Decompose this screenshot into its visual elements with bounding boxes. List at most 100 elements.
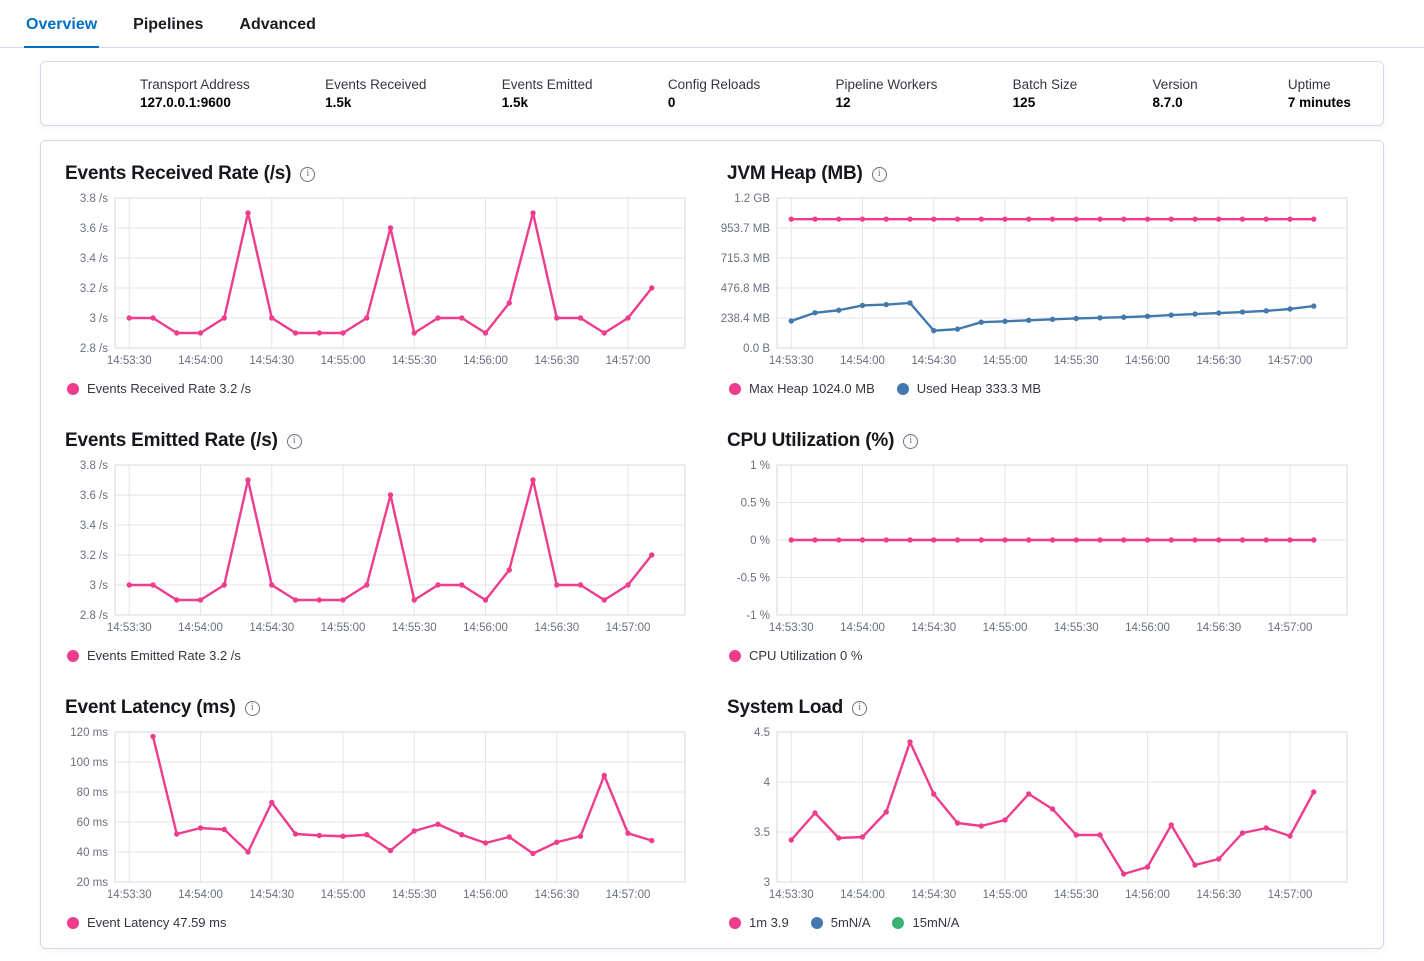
legend-dot [67,916,79,929]
chart-event-latency: Event Latency (ms) i 120 ms 100 ms 80 ms 60… [65,697,697,930]
svg-text:14:54:00: 14:54:00 [840,355,885,367]
stat-value: 7 minutes [1287,95,1351,110]
tab-advanced[interactable]: Advanced [239,16,316,33]
legend-text: Max Heap 1024.0 MB [749,381,875,396]
events-emitted-rate-plot[interactable]: 3.8 /s 3.6 /s 3.4 /s 3.2 /s 3 /s 2.8 /s14:53:… [65,460,687,640]
svg-text:14:55:00: 14:55:00 [321,622,366,634]
svg-text:3.5: 3.5 [754,827,770,839]
events-received-rate-plot[interactable]: 3.8 /s 3.6 /s 3.4 /s 3.2 /s 3 /s 2.8 /s14:53:… [65,193,687,373]
legend-item: CPU Utilization 0 % [729,648,862,663]
svg-text:3.8 /s: 3.8 /s [80,460,108,472]
svg-text:14:56:30: 14:56:30 [534,889,579,901]
svg-text:14:55:00: 14:55:00 [321,355,366,367]
svg-text:14:54:00: 14:54:00 [840,622,885,634]
svg-text:715.3 MB: 715.3 MB [721,253,771,265]
svg-text:-0.5 %: -0.5 % [737,573,770,585]
svg-text:14:53:30: 14:53:30 [769,889,814,901]
legend-item: Events Emitted Rate 3.2 /s [67,648,241,663]
svg-text:14:55:30: 14:55:30 [1054,622,1099,634]
svg-text:4.5: 4.5 [754,727,770,739]
svg-text:14:56:30: 14:56:30 [1196,622,1241,634]
info-icon[interactable]: i [903,433,919,449]
svg-text:14:56:00: 14:56:00 [1125,889,1170,901]
chart-jvm-heap: JVM Heap (MB) i 1.2 GB 953.7 MB 715.3 MB 47… [721,163,1359,396]
svg-text:14:55:30: 14:55:30 [392,355,437,367]
svg-text:0 %: 0 % [750,535,770,547]
legend-dot [729,382,741,395]
chart-legend: Events Emitted Rate 3.2 /s [65,648,697,663]
chart-legend: CPU Utilization 0 % [727,648,1359,663]
chart-title: JVM Heap (MB) i [727,163,1359,185]
info-icon[interactable]: i [852,700,868,716]
system-load-plot[interactable]: 4.5 4 3.5 314:53:30 14:54:00 14:54:30 14:55:00… [727,727,1349,907]
svg-text:40 ms: 40 ms [77,847,109,859]
svg-text:1.2 GB: 1.2 GB [734,193,770,205]
legend-item: Max Heap 1024.0 MB [729,381,875,396]
chart-title: System Load i [727,697,1359,719]
legend-item: Events Received Rate 3.2 /s [67,381,251,396]
svg-text:4: 4 [764,777,771,789]
chart-title: Event Latency (ms) i [65,697,697,719]
svg-text:476.8 MB: 476.8 MB [721,283,771,295]
legend-dot [729,916,741,929]
stat-config-reloads: Config Reloads 0 [668,77,760,110]
info-icon[interactable]: i [871,166,887,182]
chart-title-text: System Load [727,697,844,718]
chart-legend: Event Latency 47.59 ms [65,915,697,930]
stat-label: Version [1152,77,1198,92]
svg-text:20 ms: 20 ms [77,877,109,889]
legend-dot [67,382,79,395]
info-icon[interactable]: i [300,166,316,182]
svg-text:14:54:30: 14:54:30 [911,889,956,901]
svg-text:14:55:30: 14:55:30 [1054,889,1099,901]
info-icon[interactable]: i [286,433,302,449]
svg-text:-1 %: -1 % [746,610,770,622]
chart-title: Events Emitted Rate (/s) i [65,430,697,452]
svg-text:14:56:00: 14:56:00 [463,355,508,367]
event-latency-plot[interactable]: 120 ms 100 ms 80 ms 60 ms 40 ms 20 ms14:53:30… [65,727,687,907]
svg-text:14:53:30: 14:53:30 [769,355,814,367]
legend-text: Used Heap 333.3 MB [916,381,1042,396]
chart-title-text: CPU Utilization (%) [727,430,895,451]
svg-text:120 ms: 120 ms [70,727,108,739]
chart-events-received-rate: Events Received Rate (/s) i 3.8 /s 3.6 /s… [65,163,697,396]
svg-text:14:56:30: 14:56:30 [534,622,579,634]
svg-text:14:53:30: 14:53:30 [107,355,152,367]
jvm-heap-plot[interactable]: 1.2 GB 953.7 MB 715.3 MB 476.8 MB 238.4 MB 0.… [721,193,1349,373]
info-icon[interactable]: i [244,700,260,716]
stat-events-emitted: Events Emitted 1.5k [502,77,593,110]
legend-text: 1m 3.9 [749,915,789,930]
legend-item: 15mN/A [892,915,959,930]
tab-overview[interactable]: Overview [24,3,100,48]
svg-text:14:53:30: 14:53:30 [107,622,152,634]
legend-item: Used Heap 333.3 MB [896,381,1042,396]
svg-text:14:56:00: 14:56:00 [1125,622,1170,634]
legend-text: Event Latency 47.59 ms [87,915,227,930]
legend-dot [896,382,909,395]
stat-label: Uptime [1287,77,1331,92]
svg-text:3 /s: 3 /s [89,580,108,592]
legend-dot [729,649,741,662]
svg-text:3.4 /s: 3.4 /s [80,520,108,532]
svg-text:14:54:30: 14:54:30 [249,622,294,634]
chart-system-load: System Load i 4.5 4 3.5 3 14:53:30 14:54:00 14… [727,697,1359,930]
svg-text:14:55:30: 14:55:30 [1054,355,1099,367]
chart-legend: 1m 3.9 5mN/A 15mN/A [727,915,1359,930]
cpu-utilization-plot[interactable]: 1 % 0.5 % 0 % -0.5 % -1 %14:53:30 14:54:00 14:… [727,460,1349,640]
legend-text: Events Received Rate 3.2 /s [87,381,252,396]
tab-pipelines[interactable]: Pipelines [133,16,204,33]
legend-item: 1m 3.9 [729,915,789,930]
legend-item: 5mN/A [810,915,870,930]
svg-text:100 ms: 100 ms [70,757,108,769]
svg-text:14:53:30: 14:53:30 [107,889,152,901]
svg-text:14:56:00: 14:56:00 [463,889,508,901]
svg-text:14:53:30: 14:53:30 [769,622,814,634]
svg-text:2.8 /s: 2.8 /s [80,610,108,622]
stat-events-received: Events Received 1.5k [325,77,426,110]
legend-text: CPU Utilization 0 % [749,648,863,663]
chart-title-text: Events Emitted Rate (/s) [65,430,278,451]
legend-text: 15mN/A [912,915,960,930]
svg-text:0.5 %: 0.5 % [741,498,770,510]
svg-text:14:55:00: 14:55:00 [983,889,1028,901]
svg-text:3.6 /s: 3.6 /s [80,223,108,235]
